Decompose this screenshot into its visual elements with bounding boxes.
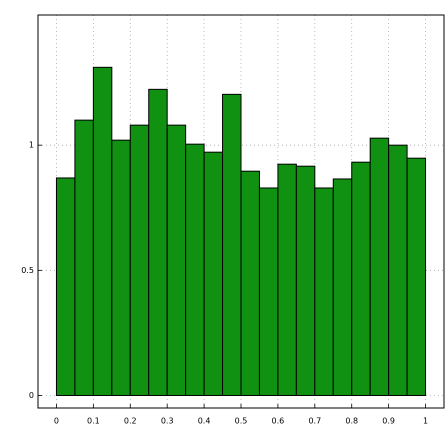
x-tick-label: 0.7 — [308, 417, 321, 426]
x-tick-label: 0.3 — [161, 417, 174, 426]
x-tick-label: 0.6 — [272, 417, 285, 426]
y-tick-label: 0 — [29, 391, 34, 400]
y-tick-label: 1 — [29, 141, 34, 150]
bar — [203, 151, 224, 396]
bar — [111, 139, 131, 396]
plot-frame — [37, 14, 445, 409]
x-tick-label: 0.8 — [345, 417, 358, 426]
bar — [406, 157, 427, 396]
y-tick-label: 0.5 — [21, 266, 34, 275]
x-tick-label: 0.2 — [124, 417, 137, 426]
bar — [240, 170, 260, 396]
bar — [55, 177, 76, 396]
x-tick-label: 0 — [54, 417, 59, 426]
bar — [369, 137, 390, 396]
x-tick-label: 0.5 — [235, 417, 248, 426]
bar — [222, 93, 242, 396]
bar — [185, 143, 205, 396]
bar — [166, 124, 187, 396]
x-tick-label: 0.4 — [198, 417, 211, 426]
bar — [277, 163, 297, 396]
x-tick-label: 0.1 — [87, 417, 100, 426]
bar — [295, 165, 316, 396]
bar — [92, 66, 113, 396]
x-tick-label: 1 — [423, 417, 428, 426]
bar — [314, 187, 334, 396]
bar — [74, 119, 94, 396]
bar — [258, 187, 279, 396]
bar — [351, 161, 371, 396]
x-tick-label: 0.9 — [382, 417, 395, 426]
bar — [388, 144, 408, 396]
bar — [332, 178, 353, 396]
bar — [129, 124, 150, 396]
bar — [148, 88, 168, 396]
